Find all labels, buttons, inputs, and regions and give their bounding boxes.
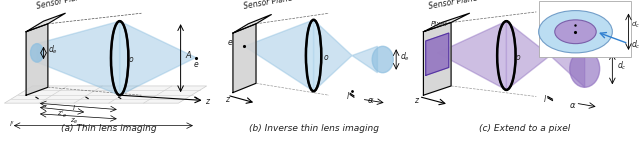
- Ellipse shape: [111, 21, 129, 95]
- Text: z: z: [225, 95, 229, 104]
- Text: $z'_e$: $z'_e$: [56, 109, 67, 120]
- Text: Pixel: Pixel: [430, 21, 447, 28]
- Text: z: z: [205, 97, 209, 106]
- Text: o: o: [516, 52, 520, 62]
- Polygon shape: [539, 1, 631, 57]
- Text: $l$: $l$: [72, 103, 76, 112]
- Text: $l'$: $l'$: [9, 119, 14, 129]
- Polygon shape: [437, 21, 506, 90]
- Polygon shape: [4, 86, 207, 103]
- Text: $d_e$: $d_e$: [400, 50, 410, 63]
- Text: $d_e$: $d_e$: [48, 44, 58, 56]
- Text: Sensor Plane: Sensor Plane: [36, 0, 86, 11]
- Text: A: A: [185, 51, 191, 60]
- Polygon shape: [424, 13, 470, 32]
- Text: $d_c$: $d_c$: [617, 60, 627, 72]
- Text: $\alpha$: $\alpha$: [367, 96, 375, 105]
- Polygon shape: [244, 20, 314, 91]
- Text: Sensor Plane: Sensor Plane: [428, 0, 479, 11]
- Text: Sensor Plane: Sensor Plane: [243, 0, 292, 11]
- Polygon shape: [426, 33, 449, 75]
- Text: (a) Thin lens imaging: (a) Thin lens imaging: [61, 124, 157, 133]
- Ellipse shape: [372, 46, 393, 73]
- Text: e: e: [194, 60, 198, 69]
- Polygon shape: [37, 21, 120, 95]
- Polygon shape: [233, 24, 256, 93]
- Ellipse shape: [306, 20, 321, 91]
- Polygon shape: [233, 15, 271, 33]
- Text: z: z: [414, 96, 418, 105]
- Polygon shape: [314, 20, 378, 91]
- Polygon shape: [424, 22, 451, 95]
- Ellipse shape: [497, 21, 516, 90]
- Text: e: e: [227, 38, 232, 47]
- Circle shape: [539, 11, 612, 53]
- Polygon shape: [506, 21, 585, 90]
- Polygon shape: [120, 21, 196, 95]
- Text: o: o: [129, 55, 133, 64]
- Text: (c) Extend to a pixel: (c) Extend to a pixel: [479, 124, 570, 133]
- Text: $l$: $l$: [346, 90, 350, 101]
- Polygon shape: [26, 13, 65, 32]
- Text: $d_c$: $d_c$: [631, 39, 640, 51]
- Circle shape: [555, 20, 596, 44]
- Text: $z_e$: $z_e$: [70, 117, 78, 126]
- Text: o: o: [323, 52, 328, 62]
- Ellipse shape: [31, 44, 44, 62]
- Text: $l$: $l$: [543, 93, 547, 104]
- Ellipse shape: [570, 50, 600, 87]
- Text: $\alpha$: $\alpha$: [568, 101, 576, 111]
- Text: $d_c+d_e$: $d_c+d_e$: [631, 19, 640, 30]
- Polygon shape: [26, 24, 48, 95]
- Text: (b) Inverse thin lens imaging: (b) Inverse thin lens imaging: [248, 124, 379, 133]
